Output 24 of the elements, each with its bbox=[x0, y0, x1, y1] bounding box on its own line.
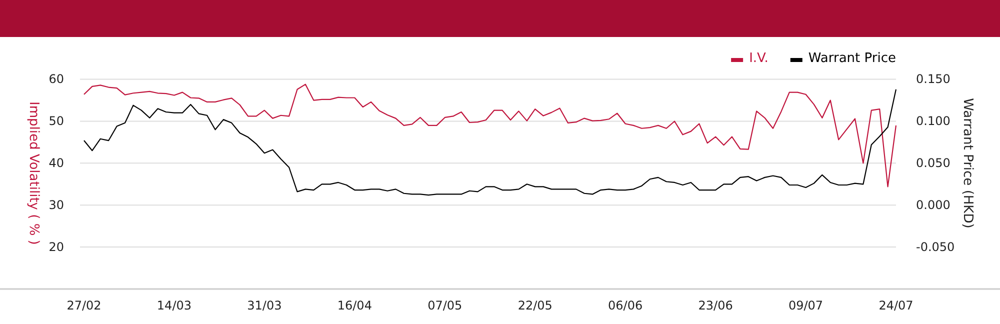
y2-tick-label: 0.050 bbox=[916, 156, 950, 170]
x-tick-label: 31/03 bbox=[247, 298, 282, 313]
x-tick-label: 24/07 bbox=[878, 298, 914, 313]
x-tick-label: 06/06 bbox=[608, 298, 643, 313]
y-tick-label: 60 bbox=[48, 72, 64, 86]
y2-tick-label: -0.050 bbox=[916, 240, 955, 254]
y-tick-label: 40 bbox=[48, 156, 64, 170]
x-tick-label: 23/06 bbox=[698, 298, 733, 313]
x-tick-label: 22/05 bbox=[518, 298, 552, 313]
x-tick-label: 14/03 bbox=[156, 298, 192, 313]
y2-tick-label: 0.150 bbox=[916, 72, 950, 86]
y2-tick-label: 0.100 bbox=[916, 114, 950, 128]
y-tick-label: 50 bbox=[48, 114, 64, 128]
x-tick-label: 07/05 bbox=[428, 298, 462, 313]
y2-axis-title: Warrant Price (HKD) bbox=[960, 98, 975, 228]
x-tick-label: 27/02 bbox=[66, 298, 102, 313]
y-tick-label: 30 bbox=[48, 198, 64, 212]
y2-tick-label: 0.000 bbox=[916, 198, 950, 212]
y-tick-label: 20 bbox=[48, 240, 64, 254]
y-axis-title: Implied Volatility ( % ) bbox=[26, 101, 41, 245]
x-tick-label: 09/07 bbox=[788, 298, 824, 313]
x-tick-label: 16/04 bbox=[337, 298, 372, 313]
legend-label: I.V. bbox=[749, 51, 768, 66]
legend-label: Warrant Price bbox=[808, 51, 896, 66]
